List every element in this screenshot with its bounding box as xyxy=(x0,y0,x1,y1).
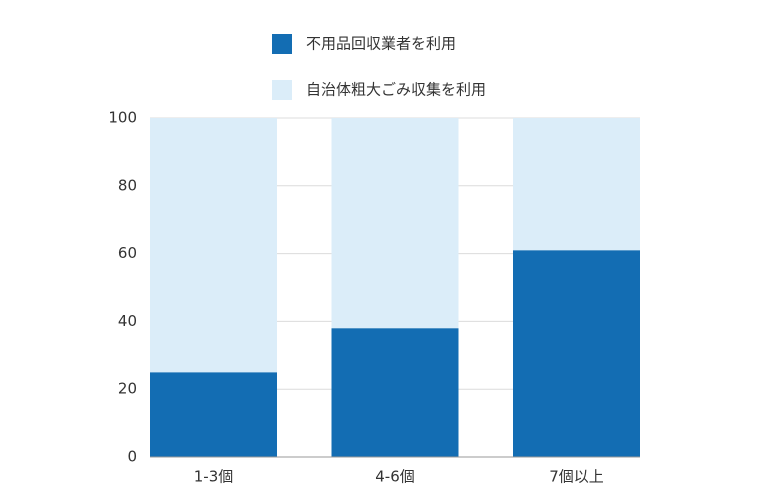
y-tick-label: 40 xyxy=(118,312,137,330)
x-tick-label: 7個以上 xyxy=(549,468,604,486)
y-tick-label: 80 xyxy=(118,176,137,194)
y-tick-label: 0 xyxy=(127,448,137,466)
bar-segment xyxy=(331,328,459,457)
y-tick-label: 100 xyxy=(108,109,137,127)
legend-swatch xyxy=(272,80,292,100)
bar-segment xyxy=(513,250,640,457)
x-tick-label: 4-6個 xyxy=(375,468,415,486)
y-tick-label: 60 xyxy=(118,244,137,262)
bar-segment xyxy=(150,118,277,373)
y-tick-label: 20 xyxy=(118,380,137,398)
legend-swatch xyxy=(272,34,292,54)
x-tick-label: 1-3個 xyxy=(194,468,234,486)
bar-segment xyxy=(150,372,277,457)
legend-label: 不用品回収業者を利用 xyxy=(306,35,456,53)
legend-label: 自治体粗大ごみ収集を利用 xyxy=(306,81,486,99)
bar-segment xyxy=(513,118,640,251)
bar-segment xyxy=(331,118,459,329)
